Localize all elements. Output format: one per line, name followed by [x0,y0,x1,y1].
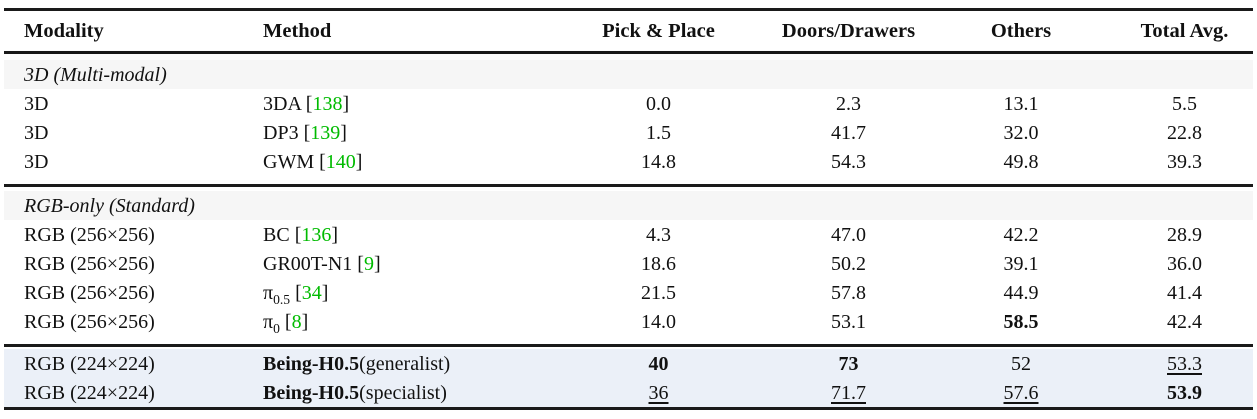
metric-cell: 41.4 [1167,281,1202,304]
section-divider-rule [4,184,1253,187]
metric-cell-best: 40 [546,349,771,378]
metric-cell-best: 73 [771,349,926,378]
metric-cell: 44.9 [1003,281,1039,304]
citation-link[interactable]: 8 [291,310,302,333]
metric-cell-best: 58.5 [1003,310,1039,333]
method-name: Being-H0.5 [263,352,360,375]
bottom-rule [4,407,1253,410]
method-variant: (generalist) [359,352,451,375]
table-row: RGB (256×256) π0.5 [34] 21.5 57.8 44.9 4… [4,278,1253,307]
method-variant: (specialist) [359,381,447,404]
citation-link[interactable]: 136 [301,223,332,246]
method-cell: π0 [8] [263,310,309,336]
header-rule [4,51,1253,54]
section-header-3d-multimodal: 3D (Multi-modal) [4,60,1253,89]
metric-cell: 36.0 [1167,252,1202,275]
metric-cell: 52 [926,349,1116,378]
citation-link[interactable]: 9 [363,252,374,275]
metric-cell: 0.0 [646,92,671,115]
citation-link[interactable]: 139 [310,121,341,144]
table-row: RGB (256×256) BC [136] 4.3 47.0 42.2 28.… [4,220,1253,249]
method-cell: π0.5 [34] [263,281,329,307]
metric-cell: 41.7 [831,121,866,144]
metric-cell: 54.3 [831,150,866,173]
modality-cell: RGB (256×256) [24,310,155,333]
column-header-total-avg: Total Avg. [1140,19,1229,42]
modality-cell: RGB (224×224) [4,349,263,378]
metric-cell: 39.3 [1167,150,1202,173]
metric-cell-second-best: 53.3 [1116,349,1253,378]
metric-cell: 1.5 [646,121,671,144]
metric-cell: 14.0 [641,310,676,333]
metric-cell-second-best: 36 [546,378,771,407]
metric-cell: 50.2 [831,252,866,275]
method-cell: DP3 [139] [263,121,347,144]
metric-cell: 57.8 [831,281,866,304]
table-row-being-h05-generalist: RGB (224×224) Being-H0.5(generalist) 40 … [4,349,1253,378]
metric-cell: 28.9 [1167,223,1202,246]
metric-cell: 13.1 [1003,92,1039,115]
method-cell: 3DA [138] [263,92,350,115]
column-header-doors-drawers: Doors/Drawers [781,19,916,42]
metric-cell: 49.8 [1003,150,1039,173]
modality-cell: RGB (256×256) [24,252,155,275]
modality-cell: RGB (224×224) [4,378,263,407]
method-subscript: 0.5 [273,291,291,307]
section-header-rgb-only: RGB-only (Standard) [4,191,1253,220]
modality-cell: 3D [24,92,49,115]
metric-cell: 5.5 [1172,92,1197,115]
method-cell: Being-H0.5(specialist) [263,378,546,407]
table-row: RGB (256×256) GR00T-N1 [9] 18.6 50.2 39.… [4,249,1253,278]
method-cell: GR00T-N1 [9] [263,252,381,275]
metric-cell: 42.4 [1167,310,1202,333]
table-row: 3D 3DA [138] 0.0 2.3 13.1 5.5 [4,89,1253,118]
metric-cell: 14.8 [641,150,676,173]
benchmark-results-table: Modality Method Pick & Place Doors/Drawe… [4,8,1253,410]
metric-cell: 42.2 [1003,223,1039,246]
metric-cell: 53.1 [831,310,866,333]
column-header-others: Others [990,19,1052,42]
modality-cell: RGB (256×256) [24,281,155,304]
metric-cell: 2.3 [836,92,861,115]
citation-link[interactable]: 34 [301,281,322,304]
citation-link[interactable]: 138 [312,92,343,115]
section-label: RGB-only (Standard) [4,191,1253,220]
metric-cell: 39.1 [1003,252,1039,275]
metric-cell: 18.6 [641,252,676,275]
column-header-modality: Modality [24,19,104,42]
section-label: 3D (Multi-modal) [4,60,1253,89]
table-row: 3D DP3 [139] 1.5 41.7 32.0 22.8 [4,118,1253,147]
modality-cell: 3D [24,150,49,173]
modality-cell: RGB (256×256) [24,223,155,246]
metric-cell: 32.0 [1003,121,1039,144]
citation-link[interactable]: 140 [325,150,356,173]
column-header-method: Method [263,19,332,42]
highlight-divider-rule [4,344,1253,347]
table-row: RGB (256×256) π0 [8] 14.0 53.1 58.5 42.4 [4,307,1253,336]
metric-cell-second-best: 71.7 [771,378,926,407]
metric-cell: 21.5 [641,281,676,304]
method-cell: BC [136] [263,223,339,246]
metric-cell-second-best: 57.6 [926,378,1116,407]
table-header-row: Modality Method Pick & Place Doors/Drawe… [4,11,1253,51]
metric-cell-best: 53.9 [1116,378,1253,407]
method-cell: GWM [140] [263,150,363,173]
method-cell: Being-H0.5(generalist) [263,349,546,378]
table-row-being-h05-specialist: RGB (224×224) Being-H0.5(specialist) 36 … [4,378,1253,407]
metric-cell: 22.8 [1167,121,1202,144]
method-subscript: 0 [273,320,280,336]
method-name: Being-H0.5 [263,381,360,404]
top-rule [4,8,1253,11]
table-row: 3D GWM [140] 14.8 54.3 49.8 39.3 [4,147,1253,176]
modality-cell: 3D [24,121,49,144]
column-header-pick-place: Pick & Place [602,19,715,42]
metric-cell: 47.0 [831,223,866,246]
metric-cell: 4.3 [646,223,671,246]
